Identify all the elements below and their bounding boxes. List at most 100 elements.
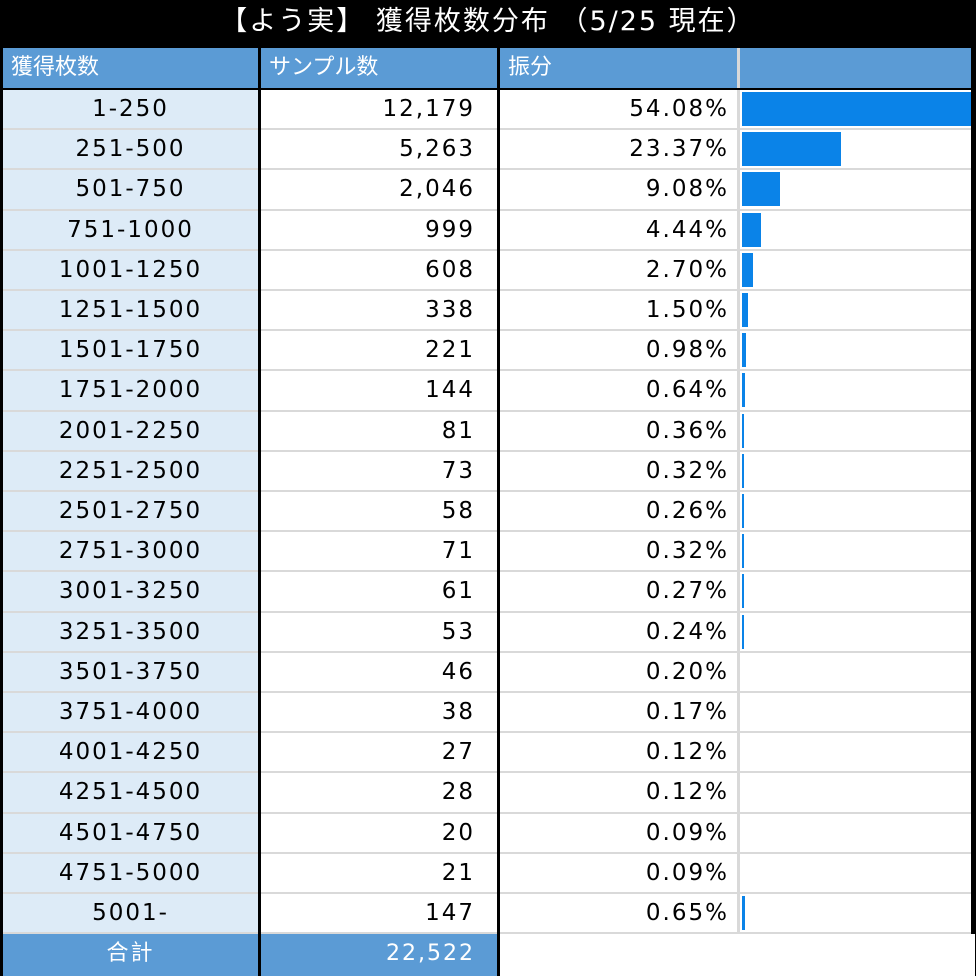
total-row: 合計 22,522 xyxy=(3,934,975,976)
table-row: 2001-2250 81 0.36% xyxy=(3,411,971,452)
header-range: 獲得枚数 xyxy=(3,48,258,88)
share-cell: 0.64% xyxy=(500,371,737,412)
bar-cell xyxy=(737,773,971,814)
samples-cell: 221 xyxy=(261,331,497,372)
range-cell: 5001- xyxy=(3,894,258,935)
table-row: 1501-1750 221 0.98% xyxy=(3,331,971,372)
samples-cell: 53 xyxy=(261,612,497,653)
samples-cell: 71 xyxy=(261,532,497,573)
share-cell: 0.32% xyxy=(500,532,737,573)
share-cell: 0.36% xyxy=(500,411,737,452)
samples-cell: 608 xyxy=(261,250,497,291)
share-cell: 0.12% xyxy=(500,773,737,814)
samples-cell: 61 xyxy=(261,572,497,613)
table-row: 2501-2750 58 0.26% xyxy=(3,492,971,533)
share-cell: 4.44% xyxy=(500,210,737,251)
share-bar xyxy=(742,614,744,649)
samples-cell: 73 xyxy=(261,451,497,492)
share-cell: 0.27% xyxy=(500,572,737,613)
share-cell: 0.12% xyxy=(500,733,737,774)
range-cell: 3251-3500 xyxy=(3,612,258,653)
range-cell: 3751-4000 xyxy=(3,693,258,734)
bar-cell xyxy=(737,331,971,372)
share-cell: 1.50% xyxy=(500,291,737,332)
range-cell: 4001-4250 xyxy=(3,733,258,774)
table-row: 4501-4750 20 0.09% xyxy=(3,813,971,854)
range-cell: 1001-1250 xyxy=(3,250,258,291)
table-row: 5001- 147 0.65% xyxy=(3,894,971,935)
table-row: 3001-3250 61 0.27% xyxy=(3,572,971,613)
range-cell: 1501-1750 xyxy=(3,331,258,372)
samples-cell: 12,179 xyxy=(261,90,497,131)
samples-cell: 20 xyxy=(261,813,497,854)
table-row: 751-1000 999 4.44% xyxy=(3,210,971,251)
header-samples: サンプル数 xyxy=(261,48,497,88)
range-cell: 3501-3750 xyxy=(3,652,258,693)
share-bar xyxy=(742,252,754,287)
samples-cell: 27 xyxy=(261,733,497,774)
range-cell: 3001-3250 xyxy=(3,572,258,613)
samples-cell: 28 xyxy=(261,773,497,814)
share-cell: 0.98% xyxy=(500,331,737,372)
bar-cell xyxy=(737,210,971,251)
share-bar xyxy=(742,413,744,448)
share-bar xyxy=(742,896,745,930)
range-cell: 2001-2250 xyxy=(3,411,258,452)
bar-cell xyxy=(737,612,971,653)
table-row: 3251-3500 53 0.24% xyxy=(3,612,971,653)
range-cell: 4751-5000 xyxy=(3,853,258,894)
share-bar xyxy=(742,212,761,247)
samples-cell: 21 xyxy=(261,853,497,894)
bar-cell xyxy=(737,693,971,734)
share-bar xyxy=(742,293,749,327)
range-cell: 251-500 xyxy=(3,130,258,171)
bar-cell xyxy=(737,90,971,131)
share-cell: 0.09% xyxy=(500,813,737,854)
share-bar xyxy=(742,453,744,488)
share-cell: 0.09% xyxy=(500,853,737,894)
bar-cell xyxy=(737,291,971,332)
share-cell: 0.24% xyxy=(500,612,737,653)
table-row: 1001-1250 608 2.70% xyxy=(3,250,971,291)
share-cell: 0.20% xyxy=(500,652,737,693)
samples-cell: 2,046 xyxy=(261,170,497,211)
share-cell: 23.37% xyxy=(500,130,737,171)
range-cell: 2501-2750 xyxy=(3,492,258,533)
bar-cell xyxy=(737,411,971,452)
share-bar xyxy=(742,373,745,408)
share-bar xyxy=(742,574,744,609)
header-bar xyxy=(737,48,971,88)
table-row: 2751-3000 71 0.32% xyxy=(3,532,971,573)
table-row: 4751-5000 21 0.09% xyxy=(3,853,971,894)
bar-cell xyxy=(737,733,971,774)
share-cell: 0.32% xyxy=(500,451,737,492)
samples-cell: 58 xyxy=(261,492,497,533)
share-bar xyxy=(742,534,744,569)
range-cell: 751-1000 xyxy=(3,210,258,251)
bar-cell xyxy=(737,894,971,935)
table-row: 1-250 12,179 54.08% xyxy=(3,90,971,131)
bar-cell xyxy=(737,813,971,854)
table-row: 501-750 2,046 9.08% xyxy=(3,170,971,211)
share-cell: 2.70% xyxy=(500,250,737,291)
range-cell: 1251-1500 xyxy=(3,291,258,332)
bar-cell xyxy=(737,532,971,573)
samples-cell: 5,263 xyxy=(261,130,497,171)
total-blank xyxy=(500,934,975,976)
table-row: 3501-3750 46 0.20% xyxy=(3,652,971,693)
table-row: 4001-4250 27 0.12% xyxy=(3,733,971,774)
share-bar xyxy=(742,132,841,167)
bar-cell xyxy=(737,853,971,894)
samples-cell: 999 xyxy=(261,210,497,251)
range-cell: 4501-4750 xyxy=(3,813,258,854)
share-bar xyxy=(742,172,781,207)
table-header: 獲得枚数 サンプル数 振分 xyxy=(3,48,971,88)
table-row: 1251-1500 338 1.50% xyxy=(3,291,971,332)
range-cell: 1751-2000 xyxy=(3,371,258,412)
samples-cell: 338 xyxy=(261,291,497,332)
table-row: 3751-4000 38 0.17% xyxy=(3,693,971,734)
share-cell: 0.17% xyxy=(500,693,737,734)
range-cell: 1-250 xyxy=(3,90,258,131)
samples-cell: 46 xyxy=(261,652,497,693)
table-row: 251-500 5,263 23.37% xyxy=(3,130,971,171)
